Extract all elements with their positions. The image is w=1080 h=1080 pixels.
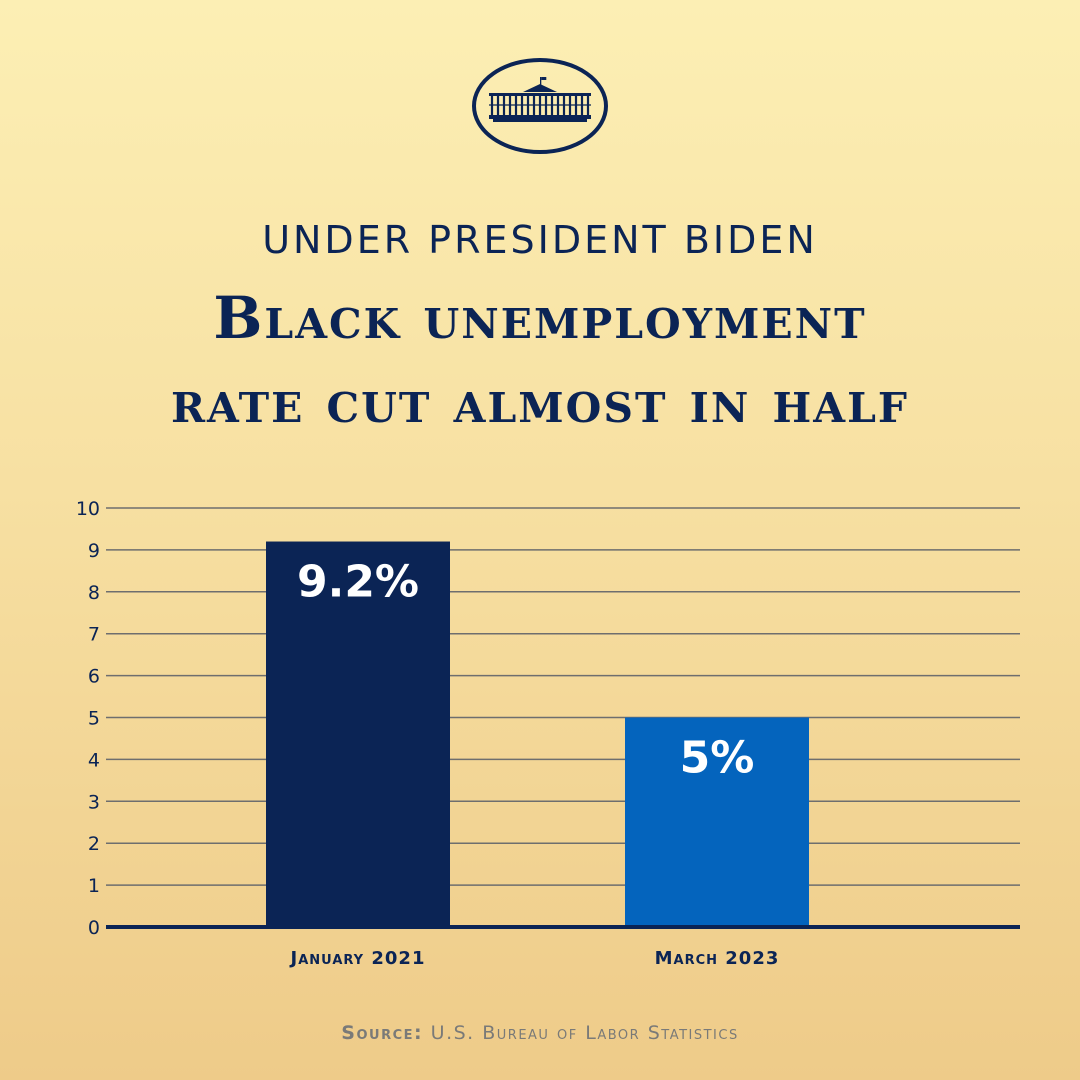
kicker-text: UNDER PRESIDENT BIDEN [262, 218, 818, 262]
source-text: U.S. Bureau of Labor Statistics [430, 1022, 739, 1044]
y-tick-label: 7 [88, 624, 100, 646]
y-tick-label: 0 [88, 917, 100, 939]
y-tick-label: 8 [88, 582, 100, 604]
y-tick-label: 3 [88, 791, 100, 813]
source-label: Source: [341, 1022, 424, 1044]
y-tick-label: 5 [88, 708, 100, 730]
y-tick-label: 1 [88, 875, 100, 897]
data-label: 5% [680, 733, 755, 784]
bar-1 [266, 541, 450, 927]
data-label: 9.2% [297, 557, 419, 608]
x-tick-label: March 2023 [655, 948, 780, 969]
y-tick-label: 4 [88, 749, 100, 771]
y-tick-label: 6 [88, 666, 100, 688]
y-tick-label: 10 [76, 498, 100, 520]
y-tick-label: 9 [88, 540, 100, 562]
x-tick-label: January 2021 [289, 948, 426, 969]
y-tick-label: 2 [88, 833, 100, 855]
white-house-logo [472, 58, 608, 154]
headline-line-1: Black unemployment [213, 284, 867, 352]
headline: Black unemployment rate cut almost in ha… [0, 276, 1080, 444]
source-note: Source: U.S. Bureau of Labor Statistics [0, 1022, 1080, 1044]
bar-2 [625, 717, 809, 927]
bar-chart: 0 1 2 3 4 5 6 7 8 9 10 9.2% January 2021 5% March 2023 [76, 498, 1020, 969]
headline-line-2: rate cut almost in half [170, 368, 910, 436]
